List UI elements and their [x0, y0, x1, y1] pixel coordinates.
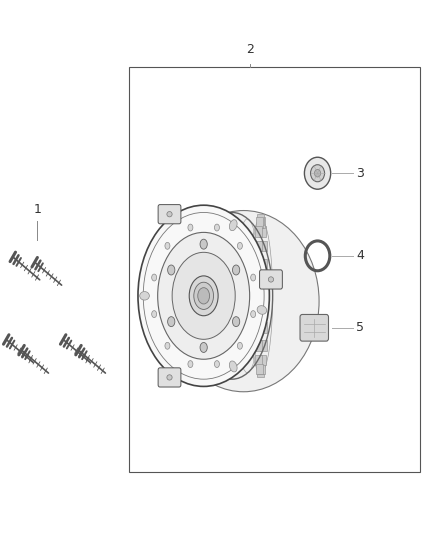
FancyBboxPatch shape	[300, 314, 328, 341]
Ellipse shape	[251, 274, 256, 281]
Ellipse shape	[188, 361, 193, 368]
FancyBboxPatch shape	[254, 341, 261, 351]
FancyBboxPatch shape	[255, 227, 262, 237]
Ellipse shape	[257, 305, 267, 314]
Ellipse shape	[167, 375, 172, 380]
Ellipse shape	[198, 288, 210, 304]
FancyBboxPatch shape	[259, 354, 266, 365]
Ellipse shape	[215, 361, 219, 368]
Ellipse shape	[200, 239, 207, 249]
Ellipse shape	[140, 292, 149, 300]
FancyBboxPatch shape	[254, 240, 261, 251]
Ellipse shape	[172, 252, 235, 340]
FancyBboxPatch shape	[260, 270, 283, 289]
Ellipse shape	[152, 311, 157, 318]
FancyBboxPatch shape	[260, 322, 267, 333]
Bar	[129, 67, 420, 472]
Ellipse shape	[304, 157, 331, 189]
Ellipse shape	[152, 274, 157, 281]
Text: 2: 2	[246, 43, 254, 56]
FancyBboxPatch shape	[255, 354, 262, 365]
FancyBboxPatch shape	[260, 259, 267, 270]
Ellipse shape	[138, 205, 269, 386]
Ellipse shape	[168, 211, 319, 392]
Ellipse shape	[311, 165, 325, 182]
Ellipse shape	[165, 243, 170, 249]
Ellipse shape	[165, 342, 170, 349]
Ellipse shape	[314, 169, 321, 177]
FancyBboxPatch shape	[254, 322, 261, 333]
Ellipse shape	[237, 243, 242, 249]
FancyBboxPatch shape	[258, 217, 265, 228]
FancyBboxPatch shape	[260, 280, 267, 290]
Ellipse shape	[167, 212, 172, 217]
Ellipse shape	[233, 265, 240, 275]
FancyBboxPatch shape	[158, 205, 181, 224]
Ellipse shape	[230, 361, 237, 372]
Text: 5: 5	[356, 321, 364, 334]
Ellipse shape	[268, 277, 274, 282]
Ellipse shape	[230, 220, 237, 231]
Ellipse shape	[200, 343, 207, 352]
Ellipse shape	[251, 311, 256, 318]
FancyBboxPatch shape	[254, 280, 261, 290]
FancyBboxPatch shape	[258, 364, 265, 374]
FancyBboxPatch shape	[158, 368, 181, 387]
Ellipse shape	[188, 224, 193, 231]
FancyBboxPatch shape	[254, 259, 261, 270]
FancyBboxPatch shape	[256, 217, 263, 228]
FancyBboxPatch shape	[256, 364, 263, 374]
FancyBboxPatch shape	[260, 240, 267, 251]
Text: 1: 1	[33, 203, 41, 216]
Ellipse shape	[168, 317, 175, 327]
FancyBboxPatch shape	[259, 227, 266, 237]
Ellipse shape	[215, 224, 219, 231]
FancyBboxPatch shape	[257, 214, 264, 225]
Ellipse shape	[194, 282, 214, 309]
Ellipse shape	[158, 232, 250, 359]
Text: 4: 4	[356, 249, 364, 262]
FancyBboxPatch shape	[257, 367, 264, 377]
FancyBboxPatch shape	[260, 341, 267, 351]
Ellipse shape	[189, 276, 218, 316]
FancyBboxPatch shape	[254, 301, 261, 312]
FancyBboxPatch shape	[260, 301, 267, 312]
Text: 3: 3	[356, 167, 364, 180]
Ellipse shape	[168, 265, 175, 275]
Ellipse shape	[237, 342, 242, 349]
Ellipse shape	[233, 317, 240, 327]
